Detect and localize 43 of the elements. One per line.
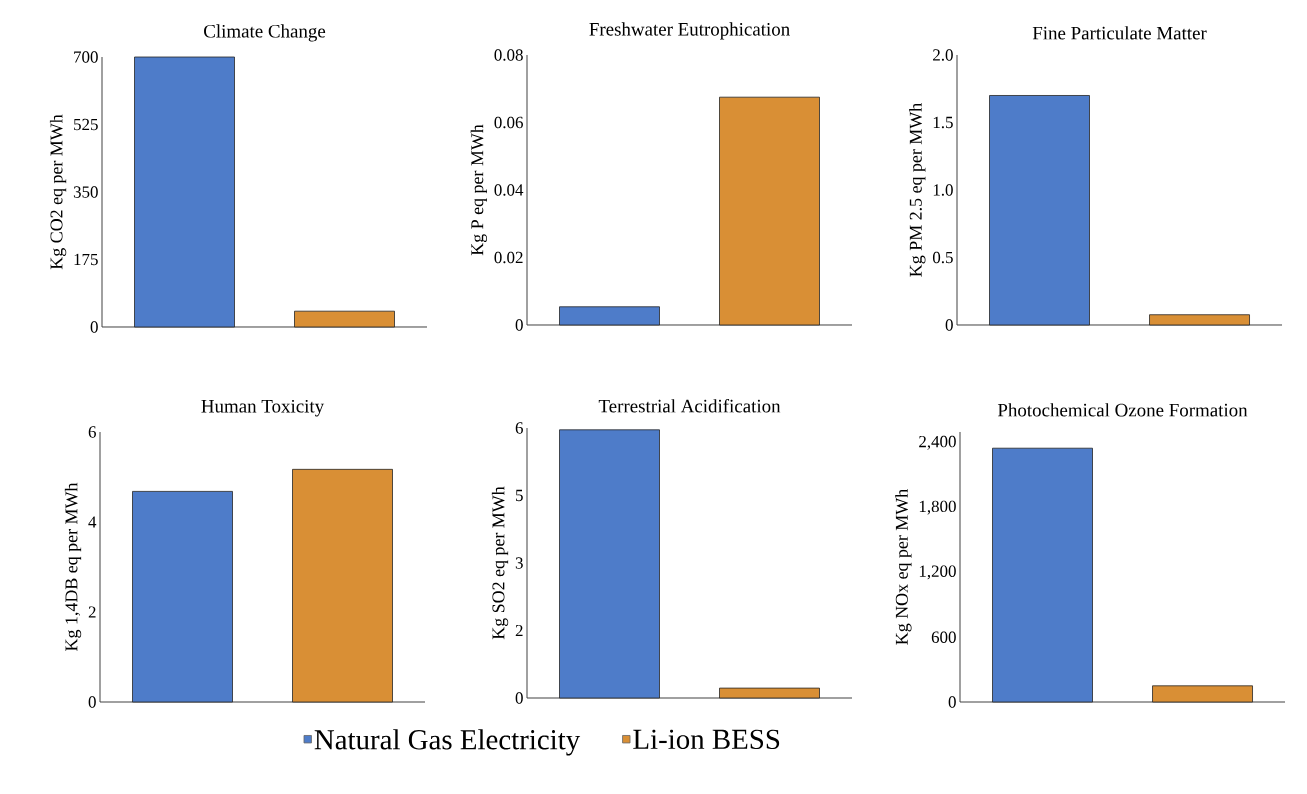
- y-tick-label: 0.04: [494, 184, 524, 196]
- chart-title: Terrestrial Acidification: [598, 398, 781, 413]
- y-tick-label: 0: [515, 319, 523, 331]
- y-axis-title: Kg PM 2.5 eq per MWh: [909, 103, 926, 277]
- y-tick-label: 1.5: [933, 116, 953, 129]
- y-axis-title: Kg 1,4DB eq per MWh: [64, 482, 82, 651]
- y-tick-label: 5: [516, 489, 523, 502]
- y-tick-label: 2: [515, 624, 523, 637]
- chart-title: Human Toxicity: [201, 399, 325, 417]
- y-tick-label: 2.0: [933, 49, 953, 61]
- y-tick-label: 0.08: [494, 49, 523, 61]
- y-tick-label: 350: [73, 186, 98, 198]
- chart-title: Photochemical Ozone Formation: [997, 403, 1248, 417]
- y-tick-label: 6: [515, 422, 523, 434]
- y-tick-label: 3: [515, 557, 523, 569]
- legend-label: Natural Gas Electricity: [314, 729, 581, 756]
- y-tick-label: 0: [945, 319, 953, 331]
- y-tick-label: 0: [948, 696, 956, 708]
- y-tick-label: 0: [515, 692, 523, 704]
- y-tick-label: 1,800: [919, 500, 956, 515]
- y-tick-label: 600: [931, 631, 956, 643]
- y-axis-title: Kg CO2 eq per MWh: [49, 114, 67, 270]
- y-axis-title: Kg P eq per MWh: [470, 124, 488, 256]
- chart-title: Fine Particulate Matter: [1032, 26, 1207, 40]
- chart-title: Climate Change: [204, 24, 326, 42]
- y-tick-label: 0.02: [494, 251, 523, 264]
- y-tick-label: 2,400: [919, 435, 956, 450]
- y-tick-label: 2: [88, 606, 96, 618]
- y-tick-label: 6: [88, 426, 96, 438]
- chart-title: Freshwater Eutrophication: [589, 22, 790, 40]
- y-tick-label: 0.5: [932, 251, 953, 264]
- y-tick-label: 700: [74, 51, 98, 63]
- y-axis-title: Kg SO2 eq per MWh: [491, 486, 509, 640]
- legend-label: Li-ion BESS: [633, 729, 780, 750]
- y-tick-label: 525: [74, 118, 98, 131]
- y-tick-label: 1.0: [933, 184, 953, 196]
- y-tick-label: 0: [88, 696, 96, 708]
- y-tick-label: 1,200: [919, 565, 956, 580]
- y-tick-label: 4: [88, 516, 97, 528]
- y-tick-label: 175: [74, 253, 98, 266]
- y-tick-label: 0: [90, 321, 98, 333]
- y-tick-label: 0.06: [494, 116, 523, 129]
- y-axis-title: Kg NOx eq per MWh: [895, 489, 912, 645]
